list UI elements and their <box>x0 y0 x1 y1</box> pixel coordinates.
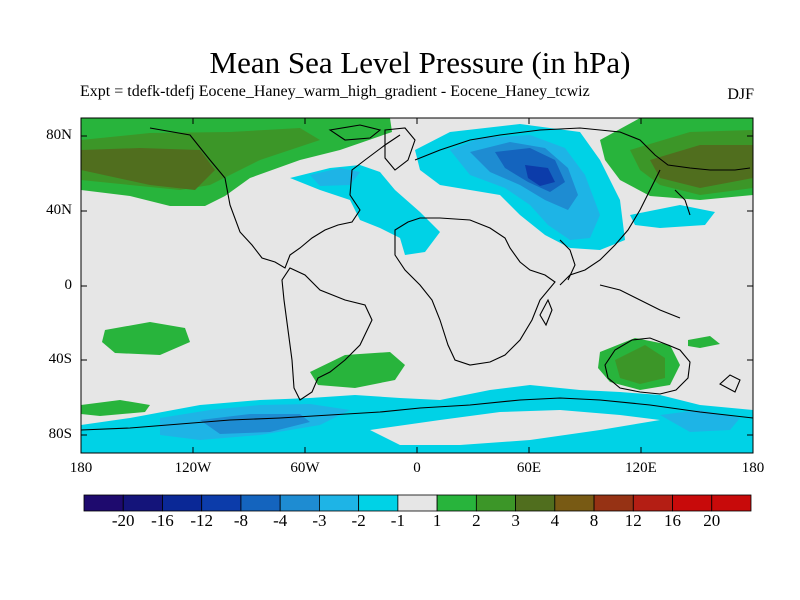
colorbar-box <box>122 494 163 512</box>
coastlines <box>81 124 753 431</box>
colorbar-tick-label: 3 <box>511 511 520 530</box>
coastline-madagascar <box>539 298 553 327</box>
coastline-arctic-islands <box>328 124 382 141</box>
colorbar-box <box>554 494 595 512</box>
colorbar-tick-label: 8 <box>589 511 599 530</box>
axis-ticks <box>80 118 754 453</box>
lat-label-80s: 80S <box>48 426 72 442</box>
lon-label-0: 0 <box>413 460 421 476</box>
coastline-new-zealand <box>719 374 741 393</box>
lat-label-40n: 40N <box>46 202 72 218</box>
colorbar-box <box>240 494 281 512</box>
lon-label-120e: 120E <box>625 460 657 476</box>
colorbar-box <box>515 494 556 512</box>
colorbar-box <box>162 494 203 512</box>
negative-region-atlantic-inner <box>310 168 360 186</box>
colorbar-tick-label: 20 <box>703 511 721 530</box>
colorbar-box <box>672 494 713 512</box>
negative-region-pacific-east <box>630 205 715 228</box>
plot-title: Mean Sea Level Pressure (in hPa) <box>209 45 631 80</box>
colorbar-tick-label: 2 <box>472 511 481 530</box>
coastline-south-america <box>281 267 373 401</box>
positive-region-south-atlantic <box>310 352 405 388</box>
lon-label-60e: 60E <box>516 460 542 476</box>
colorbar-tick-label: -8 <box>233 511 249 530</box>
coastline-asia-east <box>559 169 661 286</box>
coastline-india <box>559 239 576 281</box>
positive-region-ne-core <box>650 145 753 188</box>
season-label: DJF <box>727 86 754 103</box>
colorbar-box <box>397 494 438 512</box>
colorbar-tick-label: 1 <box>432 511 442 530</box>
positive-region-nw-pacific-core <box>81 148 215 190</box>
colorbar-tick-label: -12 <box>190 511 214 530</box>
lat-label-40s: 40S <box>48 351 72 367</box>
coastline-europe-africa <box>394 217 556 366</box>
coastline-greenland <box>384 127 416 171</box>
positive-region-south-pacific-west <box>81 400 150 416</box>
coastline-antarctica <box>81 397 753 431</box>
colorbar-tick-label: 12 <box>624 511 642 530</box>
coastline-australia <box>604 337 691 395</box>
colorbar-tick-label: -2 <box>351 511 366 530</box>
negative-region-southern-ocean-inner <box>200 414 310 434</box>
lon-label-180w: 180 <box>69 460 93 476</box>
coastline-north-america <box>149 127 401 269</box>
colorbar-tick-label: 4 <box>550 511 560 530</box>
colorbar-tick-label: -4 <box>273 511 288 530</box>
positive-region-sw-australia <box>688 336 720 348</box>
colorbar-tick-label: -16 <box>151 511 174 530</box>
colorbar-box <box>593 494 634 512</box>
colorbar-box <box>279 494 320 512</box>
colorbar-box <box>201 494 242 512</box>
lon-label-180e: 180 <box>741 460 765 476</box>
lat-label-0: 0 <box>64 277 73 293</box>
negative-anomaly-layer <box>81 124 753 453</box>
coastline-southeast-asia <box>599 284 681 319</box>
positive-region-indian-core <box>615 345 665 384</box>
negative-region-indian-south <box>660 410 740 432</box>
colorbar-tick-label: -3 <box>312 511 327 530</box>
positive-region-pacific-south <box>102 322 190 355</box>
colorbar-box <box>475 494 516 512</box>
negative-region-eurasia-deep <box>525 165 555 186</box>
colorbar-box <box>632 494 673 512</box>
colorbar-tick-label: -1 <box>390 511 405 530</box>
lon-label-60w: 60W <box>290 460 320 476</box>
colorbar-box <box>711 494 752 512</box>
negative-region-southern-ocean <box>81 385 753 453</box>
positive-anomaly-layer <box>81 118 753 416</box>
colorbar-tick-label: -20 <box>111 511 135 530</box>
lon-label-120w: 120W <box>174 460 212 476</box>
colorbar-box <box>83 494 124 512</box>
colorbar-tick-label: 16 <box>664 511 682 530</box>
southern-ocean-gap <box>370 410 660 445</box>
negative-region-atlantic <box>290 165 440 255</box>
colorbar-box <box>436 494 477 512</box>
colorbar-box <box>319 494 360 512</box>
coastline-eurasia-north <box>414 127 751 171</box>
coastline-japan <box>674 189 691 216</box>
lat-label-80n: 80N <box>46 127 72 143</box>
experiment-subtitle: Expt = tdefk-tdefj Eocene_Haney_warm_hig… <box>80 83 590 100</box>
colorbar-box <box>358 494 399 512</box>
